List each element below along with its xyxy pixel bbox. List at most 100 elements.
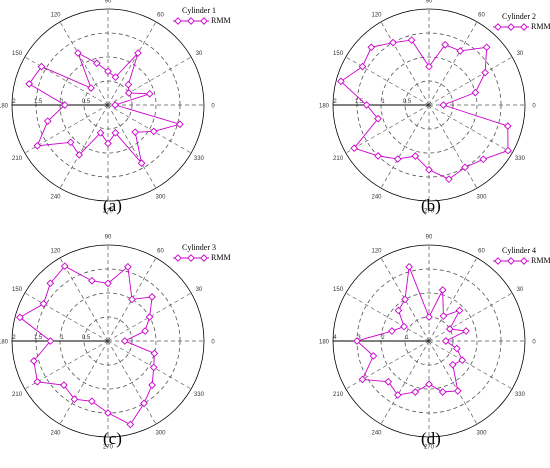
angle-tick-label: 30 xyxy=(196,51,203,57)
legend-series-name: Cylinder 2 xyxy=(502,12,536,21)
data-point xyxy=(134,49,142,57)
data-point xyxy=(425,62,433,71)
data-point xyxy=(126,420,135,429)
legend-entry: RMM xyxy=(492,255,550,267)
polar-panel: 0 30 60 90 120 150 180 210 240 270 300 330 0.5 1 1.5 2 xyxy=(0,0,215,215)
data-point xyxy=(70,395,79,404)
angle-tick-label: 330 xyxy=(515,392,526,398)
data-point xyxy=(358,62,367,71)
angle-tick-label: 90 xyxy=(426,235,433,241)
legend-series-name: Cylinder 4 xyxy=(502,246,536,255)
data-point xyxy=(458,356,467,365)
data-point xyxy=(137,159,146,168)
data-point xyxy=(124,89,133,97)
panel-label: (c) xyxy=(103,429,122,448)
angle-spoke xyxy=(428,340,513,390)
data-point xyxy=(111,73,120,82)
angle-spoke xyxy=(380,257,430,342)
legend-entry: RMM xyxy=(492,21,550,33)
data-point xyxy=(471,88,480,97)
angle-tick-label: 270 xyxy=(424,209,435,215)
data-point xyxy=(441,337,450,345)
data-point xyxy=(425,380,433,389)
data-point xyxy=(140,399,148,408)
panel-label: (a) xyxy=(103,196,122,215)
data-point xyxy=(111,101,120,109)
angle-tick-label: 90 xyxy=(105,0,112,5)
data-point xyxy=(74,49,82,57)
data-point xyxy=(389,38,397,47)
data-point xyxy=(393,391,402,399)
data-point xyxy=(479,155,488,164)
data-point xyxy=(120,337,129,345)
angle-tick-label: 240 xyxy=(50,430,61,436)
data-point xyxy=(439,101,448,109)
angle-tick-label: 300 xyxy=(476,430,487,436)
data-point xyxy=(148,293,156,301)
angle-spoke xyxy=(345,340,430,390)
angle-tick-label: 210 xyxy=(333,156,344,162)
data-point xyxy=(374,114,382,123)
data-point xyxy=(39,299,48,308)
data-point xyxy=(124,80,133,89)
angle-spoke xyxy=(59,104,109,189)
angle-spoke xyxy=(345,104,430,154)
data-point xyxy=(149,127,158,136)
radial-tick-label: 2 xyxy=(12,99,16,105)
angle-spoke xyxy=(428,292,513,342)
data-point xyxy=(394,306,403,315)
angle-tick-label: 330 xyxy=(194,392,205,398)
legend: Cylinder 3 RMM xyxy=(172,243,262,265)
angle-spoke xyxy=(380,21,430,106)
angle-spoke xyxy=(107,292,192,342)
radial-tick-label: 1 xyxy=(381,99,385,105)
data-point xyxy=(141,327,149,335)
angle-spoke xyxy=(428,56,513,106)
angle-tick-label: 0 xyxy=(211,104,215,110)
angle-tick-label: 180 xyxy=(0,104,9,110)
angle-tick-label: 60 xyxy=(157,249,164,255)
data-point xyxy=(96,128,105,137)
radial-tick-label: 2 xyxy=(333,99,337,105)
radial-tick-label: 3 xyxy=(357,335,361,341)
data-point xyxy=(504,146,512,155)
radial-tick-label: 0.5 xyxy=(403,99,412,105)
angle-tick-label: 120 xyxy=(371,249,382,255)
data-point xyxy=(358,375,367,384)
data-point xyxy=(481,68,489,77)
legend-entry: RMM xyxy=(172,15,262,27)
legend-marker-label: RMM xyxy=(531,22,550,31)
data-point xyxy=(401,295,409,304)
legend-marker-icon xyxy=(173,17,209,25)
data-point xyxy=(439,312,448,320)
angle-tick-label: 210 xyxy=(12,392,23,398)
data-point xyxy=(455,306,464,315)
data-point xyxy=(145,313,154,321)
legend: Cylinder 4 RMM xyxy=(492,246,550,268)
data-point xyxy=(350,144,359,153)
angle-tick-label: 30 xyxy=(196,287,203,293)
angle-tick-label: 300 xyxy=(155,430,166,436)
angle-spoke xyxy=(428,104,478,189)
data-point xyxy=(445,175,453,184)
data-point xyxy=(148,381,156,389)
angle-tick-label: 90 xyxy=(426,0,433,5)
angle-spoke xyxy=(380,340,430,425)
angle-spoke xyxy=(107,104,192,154)
data-point xyxy=(46,337,55,345)
radial-tick-label: 0.5 xyxy=(82,335,91,341)
data-point xyxy=(405,262,413,271)
legend-marker-icon xyxy=(493,257,529,265)
radial-tick-label: 1.5 xyxy=(34,99,43,105)
panel-label: (b) xyxy=(421,196,441,215)
data-point xyxy=(400,322,408,331)
data-point xyxy=(411,388,420,396)
angle-tick-label: 180 xyxy=(319,340,330,346)
angle-spoke xyxy=(428,340,478,425)
angle-tick-label: 60 xyxy=(478,13,485,19)
radial-tick-label: 1.5 xyxy=(355,99,364,105)
data-point xyxy=(87,84,95,92)
angle-tick-label: 120 xyxy=(50,249,61,255)
angle-spoke xyxy=(107,21,157,106)
